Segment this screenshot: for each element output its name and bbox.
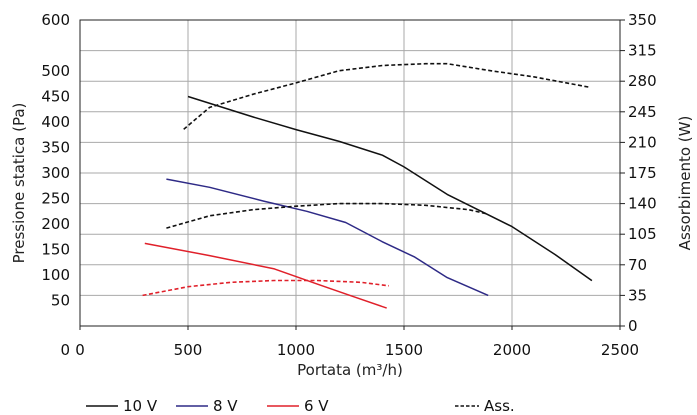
series-line-ass-6-v xyxy=(142,279,389,297)
y-tick-label: 300 xyxy=(41,164,70,182)
legend-label: Ass. xyxy=(484,397,515,415)
legend: 10 V 8 V 6 V Ass. xyxy=(86,397,515,415)
y2-tick-label: 245 xyxy=(628,103,657,121)
y-axis-title: Pressione statica (Pa) xyxy=(10,103,28,264)
y-tick-label: 250 xyxy=(41,190,70,208)
tick-labels: 0 500 1000 1500 2000 250050100150200250300350… xyxy=(41,11,656,359)
y2-tick-label: 140 xyxy=(628,195,657,213)
x-tick-label: 1000 xyxy=(277,341,315,359)
x-tick-label: 2500 xyxy=(601,341,639,359)
legend-label: 6 V xyxy=(304,397,329,415)
y2-tick-label: 35 xyxy=(628,286,647,304)
series-line-ass-10-v xyxy=(183,62,590,130)
chart-grid xyxy=(80,20,620,326)
chart-series xyxy=(142,62,593,309)
x-axis-title: Portata (m³/h) xyxy=(297,361,403,379)
y-tick-label: 150 xyxy=(41,241,70,259)
y2-tick-label: 210 xyxy=(628,133,657,151)
y-tick-label: 200 xyxy=(41,215,70,233)
series-line-8-v xyxy=(166,178,489,297)
x-tick-label: 1500 xyxy=(385,341,423,359)
y-tick-label: 450 xyxy=(41,88,70,106)
y2-tick-label: 350 xyxy=(628,11,657,29)
y-tick-label: 50 xyxy=(51,292,70,310)
y2-tick-label: 70 xyxy=(628,256,647,274)
y-tick-label: 600 xyxy=(41,11,70,29)
y2-tick-label: 175 xyxy=(628,164,657,182)
legend-label: 8 V xyxy=(213,397,238,415)
y-tick-label: 500 xyxy=(41,62,70,80)
y2-axis-title: Assorbimento (W) xyxy=(676,116,694,251)
y-tick-label: 350 xyxy=(41,139,70,157)
y2-tick-label: 315 xyxy=(628,42,657,60)
series-line-10-v xyxy=(187,95,593,282)
y-tick-label: 400 xyxy=(41,113,70,131)
series-line-6-v xyxy=(144,242,387,309)
y2-tick-label: 280 xyxy=(628,72,657,90)
series-line-ass-8-v xyxy=(166,202,489,229)
x-tick-label: 500 xyxy=(174,341,203,359)
x-tick-label: 2000 xyxy=(493,341,531,359)
y2-tick-label: 0 xyxy=(628,317,638,335)
legend-label: 10 V xyxy=(123,397,158,415)
y-tick-label-origin: 0 xyxy=(60,341,70,359)
y-tick-label: 100 xyxy=(41,266,70,284)
x-tick-label: 0 xyxy=(75,341,85,359)
y2-tick-label: 105 xyxy=(628,225,657,243)
